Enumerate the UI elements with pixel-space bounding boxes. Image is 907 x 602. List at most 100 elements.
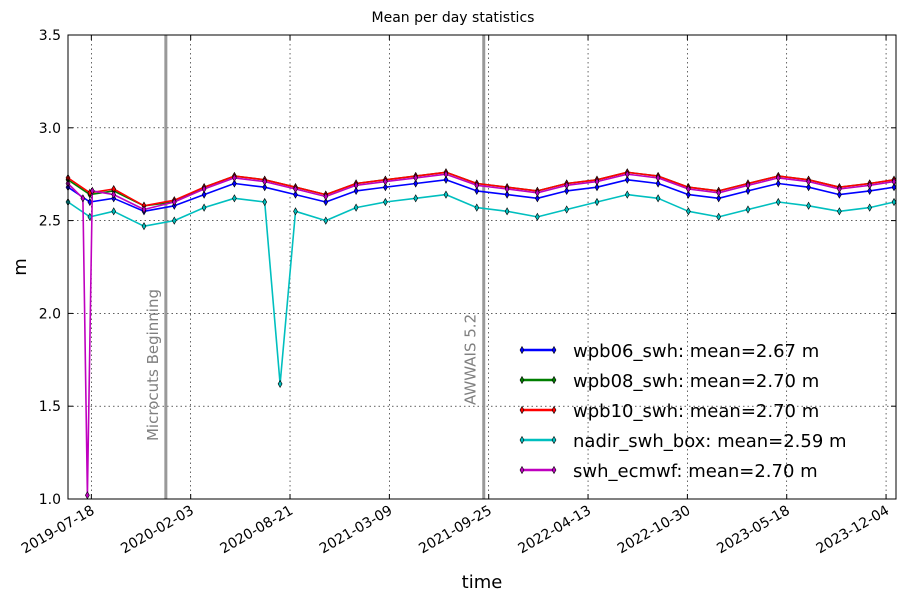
data-point: [716, 212, 722, 221]
data-point: [775, 173, 781, 183]
x-tick-label: 2023-12-04: [814, 503, 893, 558]
data-point: [594, 177, 600, 186]
data-point: [891, 197, 897, 207]
legend-label: nadir_swh_box: mean=2.59 m: [573, 431, 847, 452]
x-tick-label: 2022-10-30: [615, 503, 693, 558]
y-tick-label: 1.5: [39, 399, 61, 415]
data-point: [775, 197, 781, 207]
y-tick-label: 2.5: [39, 214, 61, 230]
legend-marker: [551, 435, 557, 445]
data-point: [323, 216, 329, 225]
y-tick-label: 2.0: [39, 306, 61, 322]
y-tick-label: 1.0: [39, 492, 61, 508]
legend-marker: [551, 345, 557, 355]
grid: [68, 34, 896, 500]
data-point: [277, 379, 283, 389]
data-point: [383, 177, 388, 186]
series-line: [67, 193, 895, 385]
data-point: [504, 207, 510, 216]
data-point: [201, 190, 207, 199]
data-point: [413, 194, 419, 203]
legend-label: wpb08_swh: mean=2.70 m: [573, 371, 819, 392]
data-point: [474, 181, 480, 190]
data-point: [504, 184, 510, 194]
data-point: [564, 186, 570, 196]
series-line: [67, 171, 895, 207]
data-point: [141, 222, 147, 231]
legend-marker: [519, 435, 525, 445]
data-point: [686, 207, 691, 216]
x-tick-label: 2020-02-03: [118, 503, 196, 558]
data-point: [564, 205, 570, 214]
data-point: [867, 181, 873, 190]
data-point: [383, 183, 388, 192]
data-point: [353, 181, 359, 190]
legend: wpb06_swh: mean=2.67 m wpb08_swh: mean=2.…: [519, 341, 847, 482]
data-point: [716, 194, 722, 203]
data-point: [624, 170, 630, 179]
y-tick-label: 3.5: [39, 28, 61, 44]
data-point: [353, 186, 359, 196]
data-point: [141, 205, 147, 214]
x-axis-label: time: [462, 572, 503, 593]
data-point: [686, 190, 691, 199]
data-point: [535, 188, 540, 197]
data-point: [504, 190, 510, 199]
data-point: [262, 183, 268, 192]
data-point: [232, 173, 237, 183]
data-point: [262, 197, 268, 207]
x-tick-label: 2023-05-18: [714, 503, 792, 558]
x-tick-label: 2021-03-09: [317, 503, 395, 558]
data-point: [745, 186, 751, 196]
data-point: [594, 183, 600, 192]
data-point: [293, 190, 298, 199]
data-point: [745, 181, 751, 190]
legend-marker: [551, 375, 557, 385]
data-point: [891, 177, 897, 186]
data-point: [443, 175, 449, 184]
data-point: [232, 194, 237, 203]
legend-marker: [519, 375, 525, 385]
data-point: [474, 203, 480, 212]
data-point: [837, 184, 842, 194]
legend-marker: [519, 405, 525, 415]
data-point: [655, 179, 661, 188]
data-point: [716, 188, 722, 197]
vertical-markers: Microcuts Beginning AWWAIS 5.2: [144, 35, 486, 499]
data-point: [413, 173, 419, 183]
data-point: [655, 173, 661, 183]
data-point: [806, 201, 811, 210]
data-point: [474, 186, 480, 196]
data-point: [262, 177, 268, 186]
legend-marker: [551, 405, 557, 415]
data-point: [201, 184, 207, 194]
data-point: [624, 175, 630, 184]
data-point: [353, 203, 359, 212]
chart-title: Mean per day statistics: [372, 10, 535, 26]
x-tick-label: 2021-09-25: [416, 503, 494, 558]
data-point: [413, 179, 419, 188]
data-point: [443, 170, 449, 179]
data-point: [624, 190, 630, 199]
legend-label: wpb06_swh: mean=2.67 m: [573, 341, 819, 362]
data-point: [87, 197, 93, 207]
y-axis-label: m: [10, 258, 31, 276]
data-point: [89, 186, 95, 196]
data-point: [564, 181, 570, 190]
x-tick-label: 2022-04-13: [516, 503, 594, 558]
data-point: [655, 194, 661, 203]
data-point: [171, 197, 177, 207]
data-point: [686, 184, 691, 194]
legend-label: swh_ecmwf: mean=2.70 m: [573, 461, 818, 482]
y-tick-label: 3.0: [39, 121, 61, 137]
data-point: [535, 212, 540, 221]
data-point: [293, 184, 298, 194]
data-point: [535, 194, 540, 203]
data-point: [837, 190, 842, 199]
data-point: [867, 186, 873, 196]
vertical-marker-label: AWWAIS 5.2: [462, 314, 480, 405]
legend-marker: [519, 345, 525, 355]
legend-marker: [551, 465, 557, 475]
legend-marker: [519, 465, 525, 475]
